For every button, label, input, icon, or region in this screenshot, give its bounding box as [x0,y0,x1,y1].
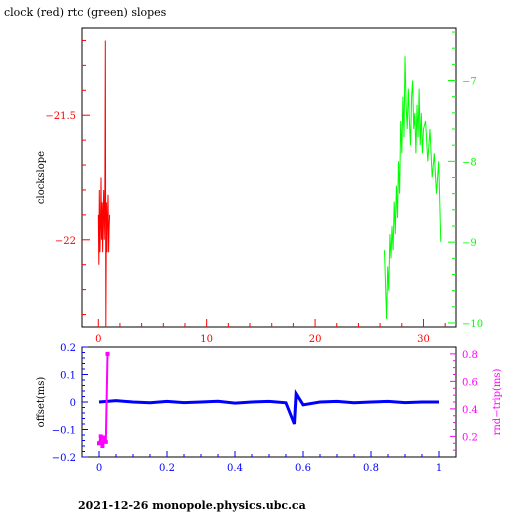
top-y-axis-label: clockslope [36,151,47,204]
bottom-y2-tick-label: 0.2 [462,432,478,443]
bottom-y2-tick-label: 0.8 [462,350,478,361]
footer-caption: 2021-12-26 monopole.physics.ubc.ca [78,499,306,512]
bottom-y-tick-label: 0.1 [60,371,76,382]
top-y2-tick-label: −10 [462,319,483,330]
offset-series-line [98,388,439,425]
bottom-y-tick-label: 0 [70,398,76,409]
chart-title: clock (red) rtc (green) slopes [4,6,167,19]
bottom-y-tick-label: −0.1 [52,426,76,437]
bottom-x-tick-label: 0.4 [227,463,243,474]
top-y2-tick-label: −7 [462,77,477,88]
roundtrip-point [103,439,108,444]
rtc-slope-line [384,56,442,319]
roundtrip-point [105,351,110,356]
bottom-y-tick-label: 0.2 [60,343,76,354]
clock-slope-line [97,40,111,328]
top-x-tick-label: 0 [95,334,101,345]
roundtrip-series-line [98,353,109,447]
bottom-x-tick-label: 1 [436,463,442,474]
roundtrip-point [98,434,103,439]
bottom-y2-tick-label: 0.6 [462,377,478,388]
bottom-y-tick-label: −0.2 [52,453,76,464]
roundtrip-point [102,435,107,440]
top-x-tick-label: 20 [309,334,322,345]
top-x-tick-label: 10 [200,334,213,345]
top-y2-tick-label: −9 [462,238,477,249]
bottom-x-tick-label: 0 [96,463,102,474]
bottom-y2-tick-label: 0.4 [462,405,478,416]
top-y2-tick-label: −8 [462,157,477,168]
roundtrip-point [97,441,101,446]
bottom-y2-axis-label: rnd−trip(ms) [492,368,503,435]
bottom-x-tick-label: 0.2 [159,463,175,474]
bottom-x-tick-label: 0.6 [295,463,311,474]
top-x-tick-label: 30 [417,334,430,345]
roundtrip-point [100,444,105,448]
top-y-tick-label: −21.5 [45,111,76,122]
bottom-x-tick-label: 0.8 [363,463,379,474]
bottom-y-axis-label: offset(ms) [36,377,47,428]
top-y-tick-label: −22 [55,236,76,247]
